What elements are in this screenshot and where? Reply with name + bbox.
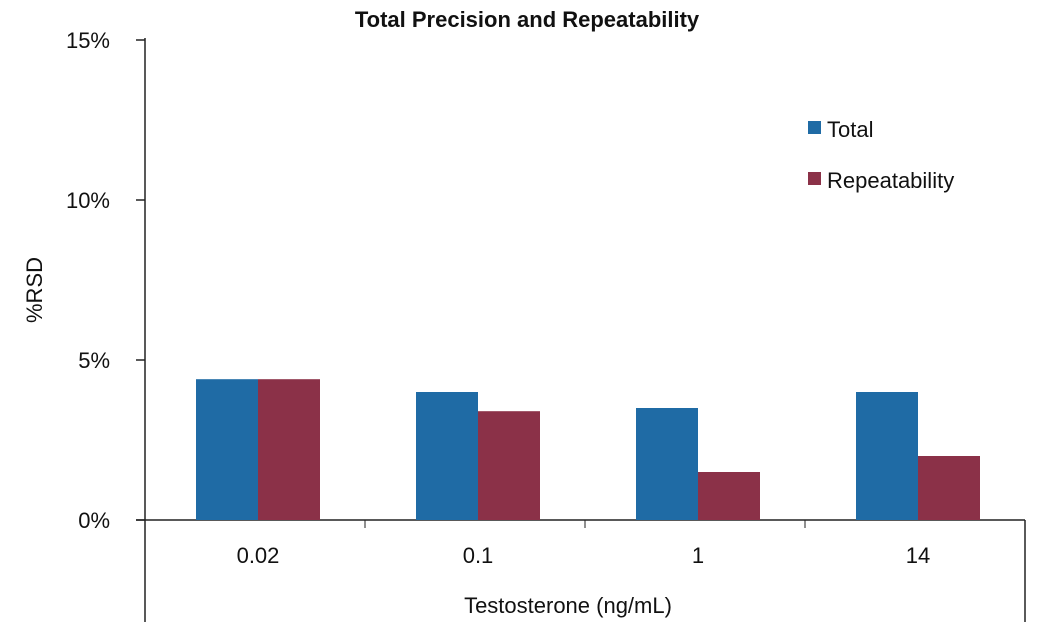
bar-total-0_02 — [196, 379, 258, 520]
bar-total-1 — [636, 408, 698, 520]
bar-total-14 — [856, 392, 918, 520]
y-axis-title: %RSD — [22, 257, 47, 323]
bar-repeatability-14 — [918, 456, 980, 520]
bar-total-0_1 — [416, 392, 478, 520]
x-tick-label: 1 — [692, 543, 704, 568]
x-tick-labels: 0.02 0.1 1 14 — [237, 520, 930, 568]
y-tick-label: 15% — [66, 28, 110, 53]
legend-swatch-repeatability — [808, 172, 821, 185]
legend-label-total: Total — [827, 117, 873, 142]
legend-label-repeatability: Repeatability — [827, 168, 954, 193]
legend: Total Repeatability — [808, 117, 954, 193]
x-tick-label: 0.02 — [237, 543, 280, 568]
bar-repeatability-1 — [698, 472, 760, 520]
y-tick-label: 5% — [78, 348, 110, 373]
bar-repeatability-0_02 — [258, 379, 320, 520]
y-tick-label: 0% — [78, 508, 110, 533]
y-ticks: 0% 5% 10% 15% — [66, 28, 145, 533]
x-tick-label: 0.1 — [463, 543, 494, 568]
bar-repeatability-0_1 — [478, 411, 540, 520]
y-tick-label: 10% — [66, 188, 110, 213]
x-tick-label: 14 — [906, 543, 930, 568]
axes — [136, 38, 1026, 622]
bars — [196, 379, 980, 520]
x-axis-title: Testosterone (ng/mL) — [464, 593, 672, 618]
chart-title: Total Precision and Repeatability — [355, 7, 700, 32]
legend-swatch-total — [808, 121, 821, 134]
